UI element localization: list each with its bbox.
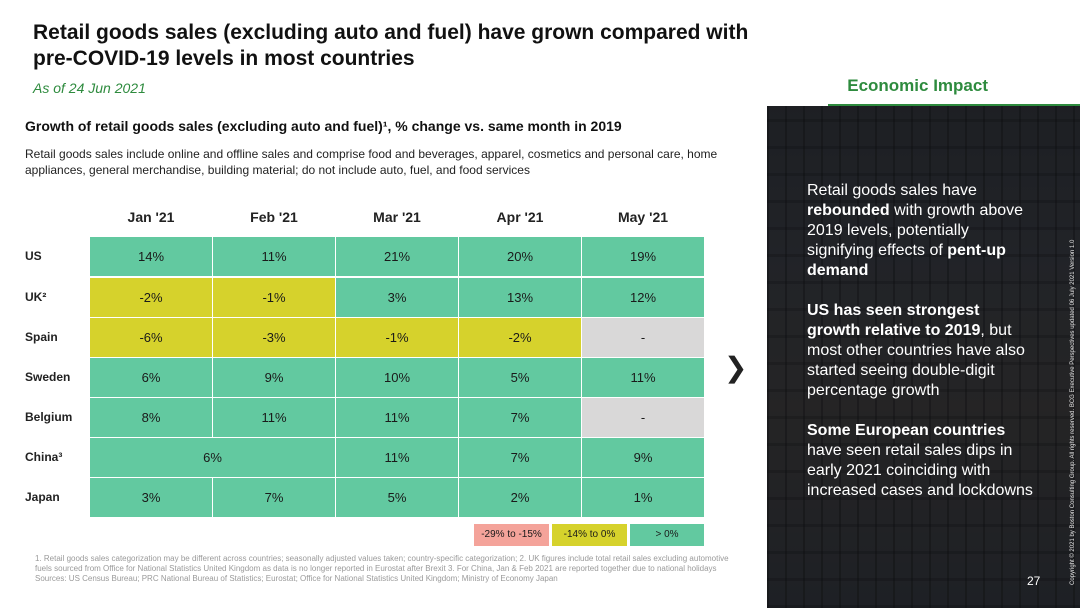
row-header: US (25, 249, 42, 263)
table-cell: -3% (213, 318, 335, 357)
table-cell: 19% (582, 237, 704, 276)
table-cell: 11% (336, 398, 458, 437)
side-text-bold: pent-up demand (807, 242, 1006, 279)
table-cell: -2% (90, 278, 212, 317)
table-cell: 7% (459, 398, 581, 437)
side-panel-text: Retail goods sales have rebounded with g… (807, 181, 1037, 521)
footnote-notes: 1. Retail goods sales categorization may… (35, 554, 729, 573)
table-cell: 11% (213, 237, 335, 276)
date-label: As of 24 Jun 2021 (33, 80, 146, 96)
table-cell: 7% (459, 438, 581, 477)
table-cell: 10% (336, 358, 458, 397)
table-cell: 11% (582, 358, 704, 397)
column-header: Mar '21 (373, 209, 421, 225)
copyright-text: Copyright © 2021 by Boston Consulting Gr… (1070, 239, 1076, 585)
table-cell: 11% (336, 438, 458, 477)
table-cell: 20% (459, 237, 581, 276)
table-cell: -6% (90, 318, 212, 357)
side-paragraph-2: US has seen strongest growth relative to… (807, 301, 1037, 401)
table-cell: 5% (459, 358, 581, 397)
side-text-bold: rebounded (807, 202, 890, 219)
row-header: Belgium (25, 410, 73, 424)
row-header: Spain (25, 330, 58, 344)
chevron-right-icon[interactable]: ❯ (724, 352, 748, 383)
table-cell: -2% (459, 318, 581, 357)
table-cell: - (582, 398, 704, 437)
page-number: 27 (1027, 574, 1041, 588)
table-cell: 6% (90, 358, 212, 397)
table-cell: 2% (459, 478, 581, 517)
row-header: China³ (25, 450, 63, 464)
legend-slight-negative: -14% to 0% (552, 524, 627, 546)
side-text-span: Retail goods sales have (807, 182, 977, 199)
table-cell: -1% (336, 318, 458, 357)
table-cell: 9% (213, 358, 335, 397)
row-header: Japan (25, 490, 60, 504)
side-text-span: with growth above 2019 levels, potential… (807, 202, 1024, 259)
table-cell: 21% (336, 237, 458, 276)
side-paragraph-3: Some European countries have seen retail… (807, 421, 1037, 501)
side-text-bold: Some European countries (807, 422, 1006, 439)
column-header: Apr '21 (496, 209, 544, 225)
table-cell: 5% (336, 478, 458, 517)
row-header: UK² (25, 290, 47, 304)
table-cell: 6% (90, 438, 335, 477)
table-cell: - (582, 318, 704, 357)
container-port-photo (767, 106, 1080, 608)
table-cell: 9% (582, 438, 704, 477)
section-label: Economic Impact (847, 76, 988, 95)
photo-tint (767, 106, 1080, 608)
chart-title: Growth of retail goods sales (excluding … (25, 118, 622, 134)
legend-positive: > 0% (630, 524, 704, 546)
table-cell: -1% (213, 278, 335, 317)
column-header: Feb '21 (250, 209, 298, 225)
legend-strong-negative: -29% to -15% (474, 524, 549, 546)
table-cell: 13% (459, 278, 581, 317)
table-cell: 3% (336, 278, 458, 317)
footnote: 1. Retail goods sales categorization may… (35, 554, 735, 584)
table-cell: 14% (90, 237, 212, 276)
column-header: May '21 (617, 209, 669, 225)
chart-subtitle: Retail goods sales include online and of… (25, 147, 718, 177)
footnote-sources: Sources: US Census Bureau; PRC National … (35, 574, 558, 583)
table-cell: 7% (213, 478, 335, 517)
row-header: Sweden (25, 370, 71, 384)
table-cell: 11% (213, 398, 335, 437)
table-cell: 1% (582, 478, 704, 517)
side-text-span: have seen retail sales dips in early 202… (807, 442, 1033, 499)
section-divider (828, 104, 1080, 106)
side-text-span: , but most other countries have also sta… (807, 322, 1025, 399)
page-title: Retail goods sales (excluding auto and f… (33, 21, 749, 70)
table-cell: 3% (90, 478, 212, 517)
table-cell: 12% (582, 278, 704, 317)
table-cell: 8% (90, 398, 212, 437)
side-text-bold: US has seen strongest growth relative to… (807, 302, 981, 339)
column-header: Jan '21 (127, 209, 175, 225)
side-paragraph-1: Retail goods sales have rebounded with g… (807, 181, 1037, 281)
